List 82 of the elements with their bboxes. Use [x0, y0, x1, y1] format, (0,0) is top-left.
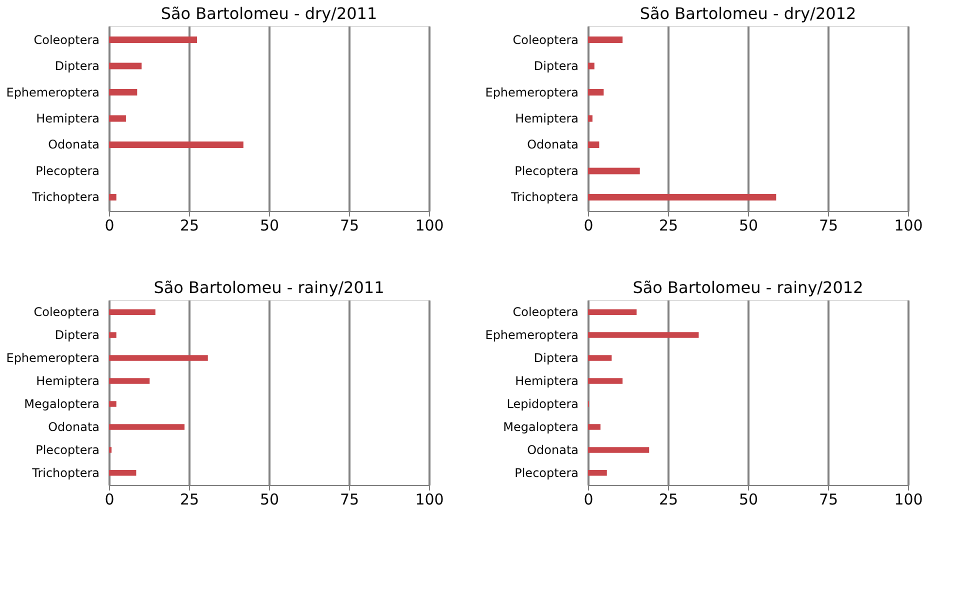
bar — [588, 332, 699, 338]
x-tick-label: 100 — [894, 490, 923, 508]
x-tick-label: 0 — [104, 490, 114, 508]
chart-title: São Bartolomeu - dry/2011 — [160, 4, 378, 23]
x-tick-label: 25 — [180, 490, 200, 508]
chart-title: São Bartolomeu - rainy/2011 — [154, 278, 384, 297]
y-tick-label: Trichoptera — [510, 190, 578, 204]
y-tick-label: Diptera — [54, 59, 100, 74]
bar — [109, 62, 142, 70]
y-tick-label: Coleoptera — [34, 305, 100, 320]
bar — [588, 355, 612, 361]
chart-title: São Bartolomeu - dry/2012 — [640, 4, 856, 23]
bar — [588, 424, 600, 430]
bar — [588, 378, 623, 384]
y-tick-label: Diptera — [534, 351, 578, 366]
y-tick-label: Hemiptera — [515, 112, 578, 126]
y-tick-label: Megaloptera — [503, 420, 578, 434]
bar — [109, 378, 150, 384]
bar — [109, 470, 136, 476]
bar — [588, 309, 637, 315]
bar — [588, 115, 592, 122]
bar — [109, 447, 112, 453]
bar — [109, 355, 208, 361]
x-tick-label: 0 — [584, 216, 594, 234]
x-tick-label: 75 — [340, 490, 360, 508]
bar — [109, 424, 185, 430]
bar — [588, 168, 640, 174]
y-tick-label: Ephemeroptera — [485, 85, 578, 100]
x-tick-label: 100 — [415, 216, 444, 234]
bar — [109, 88, 138, 96]
y-tick-label: Diptera — [534, 59, 578, 74]
y-tick-label: Trichoptera — [31, 190, 100, 204]
y-tick-label: Coleoptera — [34, 32, 100, 47]
y-tick-label: Coleoptera — [512, 305, 578, 320]
bar — [109, 141, 244, 148]
x-tick-label: 75 — [818, 216, 838, 234]
x-tick-label: 25 — [658, 216, 678, 234]
bar — [109, 309, 156, 315]
y-tick-label: Trichoptera — [31, 466, 100, 480]
y-tick-label: Plecoptera — [514, 164, 578, 178]
chart-title: São Bartolomeu - rainy/2012 — [632, 278, 864, 297]
bar — [588, 88, 604, 96]
bar — [109, 401, 116, 407]
y-tick-label: Megaloptera — [24, 396, 100, 411]
y-tick-label: Ephemeroptera — [6, 351, 100, 366]
x-tick-label: 100 — [415, 490, 444, 508]
bar — [109, 36, 197, 44]
x-tick-label: 100 — [894, 216, 923, 234]
y-tick-label: Plecoptera — [36, 442, 100, 457]
y-tick-label: Odonata — [48, 138, 100, 152]
x-tick-label: 0 — [584, 490, 594, 508]
bar — [588, 62, 594, 70]
bar — [588, 36, 623, 44]
y-tick-label: Ephemeroptera — [485, 328, 578, 342]
y-tick-label: Plecoptera — [36, 164, 100, 178]
x-tick-label: 50 — [738, 490, 758, 508]
y-tick-label: Lepidoptera — [506, 396, 578, 411]
x-tick-label: 25 — [180, 216, 200, 234]
x-tick-label: 0 — [104, 216, 114, 234]
x-tick-label: 50 — [260, 216, 280, 234]
bar — [109, 194, 116, 201]
y-tick-label: Hemiptera — [515, 374, 578, 388]
bar — [588, 194, 776, 201]
y-tick-label: Plecoptera — [514, 466, 578, 480]
y-tick-label: Hemiptera — [36, 374, 100, 388]
bar — [588, 141, 600, 148]
y-tick-label: Odonata — [527, 442, 578, 457]
x-tick-label: 75 — [340, 216, 360, 234]
x-tick-label: 75 — [818, 490, 838, 508]
y-tick-label: Hemiptera — [36, 112, 100, 126]
bar — [588, 470, 607, 476]
x-tick-label: 25 — [658, 490, 678, 508]
bar — [109, 332, 116, 338]
bar — [109, 115, 126, 122]
y-tick-label: Coleoptera — [512, 32, 578, 47]
y-tick-label: Ephemeroptera — [6, 85, 100, 100]
y-tick-label: Odonata — [48, 420, 100, 434]
x-tick-label: 50 — [738, 216, 758, 234]
x-tick-label: 50 — [260, 490, 280, 508]
y-tick-label: Odonata — [527, 138, 578, 152]
y-tick-label: Diptera — [54, 328, 100, 342]
bar — [588, 447, 650, 453]
